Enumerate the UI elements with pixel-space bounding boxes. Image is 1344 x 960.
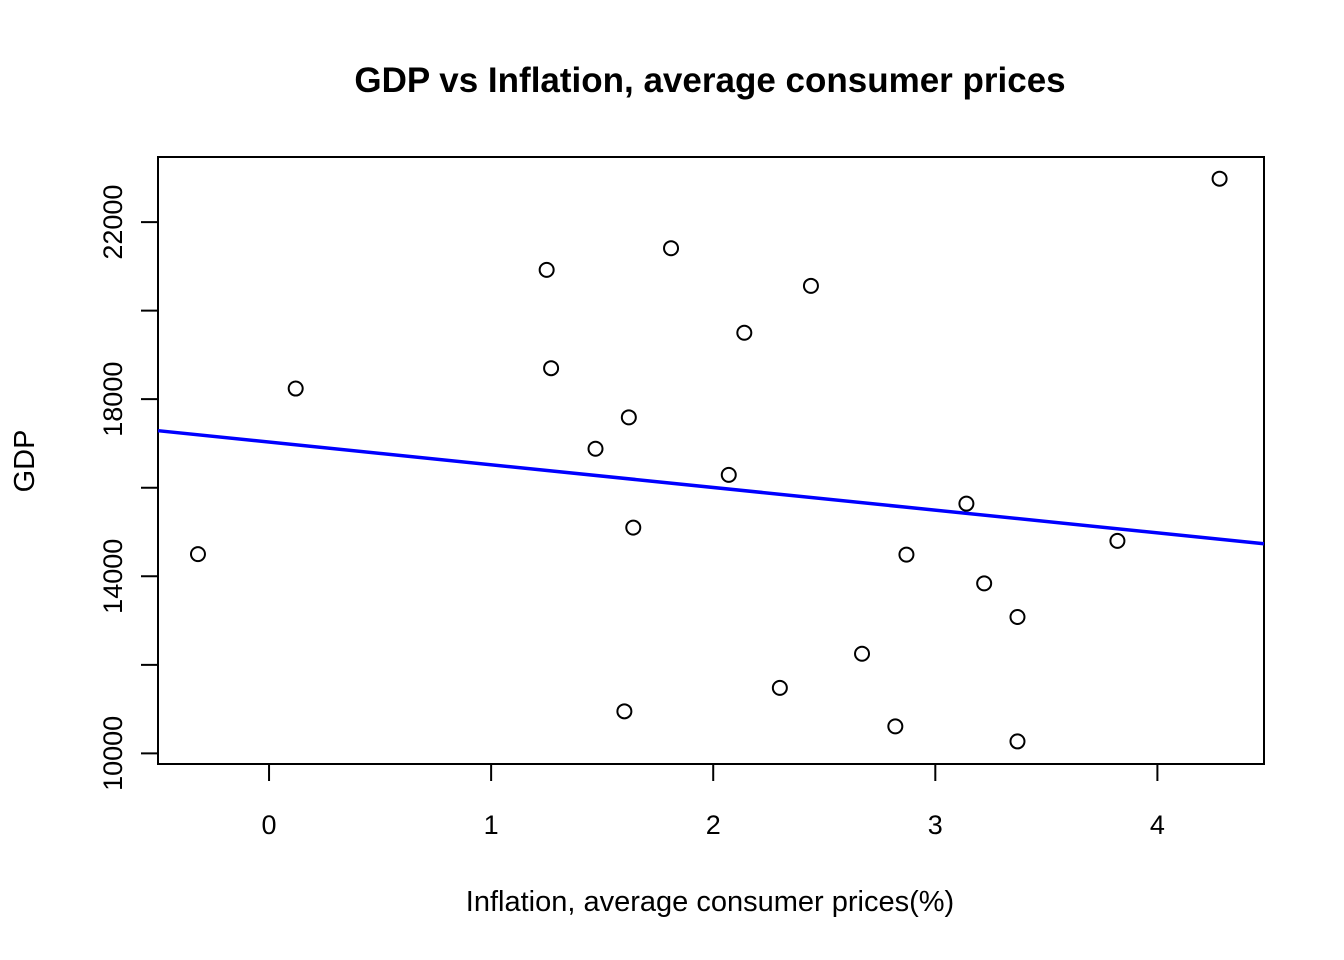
x-axis: 0 1 2 3 4: [262, 764, 1165, 840]
data-point: [543, 360, 560, 377]
data-point: [587, 440, 604, 457]
data-point: [736, 324, 753, 341]
chart-title: GDP vs Inflation, average consumer price…: [354, 61, 1065, 100]
data-point: [1211, 170, 1228, 187]
data-point: [898, 546, 915, 563]
data-point: [976, 575, 993, 592]
x-tick-label: 1: [484, 810, 499, 840]
y-tick-label: 18000: [98, 362, 128, 437]
data-point: [625, 519, 642, 536]
data-point: [620, 409, 637, 426]
x-tick-label: 2: [706, 810, 721, 840]
x-tick-label: 0: [262, 810, 277, 840]
data-point: [538, 261, 555, 278]
data-point: [958, 495, 975, 512]
plot-frame: [157, 156, 1265, 765]
data-point: [771, 679, 788, 696]
x-tick-label: 4: [1150, 810, 1165, 840]
data-point: [616, 703, 633, 720]
x-axis-label: Inflation, average consumer prices(%): [466, 886, 954, 918]
data-point: [189, 546, 206, 563]
data-point: [1109, 532, 1126, 549]
data-point: [287, 380, 304, 397]
y-tick-label: 10000: [98, 716, 128, 791]
data-point: [802, 277, 819, 294]
x-tick-label: 3: [928, 810, 943, 840]
y-tick-label: 22000: [98, 185, 128, 260]
regression-line: [157, 428, 1265, 546]
data-point: [887, 718, 904, 735]
data-point: [854, 645, 871, 662]
y-tick-label: 14000: [98, 539, 128, 614]
data-point: [1009, 609, 1026, 626]
data-point: [663, 240, 680, 257]
data-point: [720, 466, 737, 483]
y-axis: 10000 14000 18000 22000: [98, 185, 158, 791]
data-points: [189, 170, 1228, 750]
y-axis-label: GDP: [9, 430, 41, 493]
fit-line-group: [157, 428, 1265, 546]
data-point: [1009, 733, 1026, 750]
